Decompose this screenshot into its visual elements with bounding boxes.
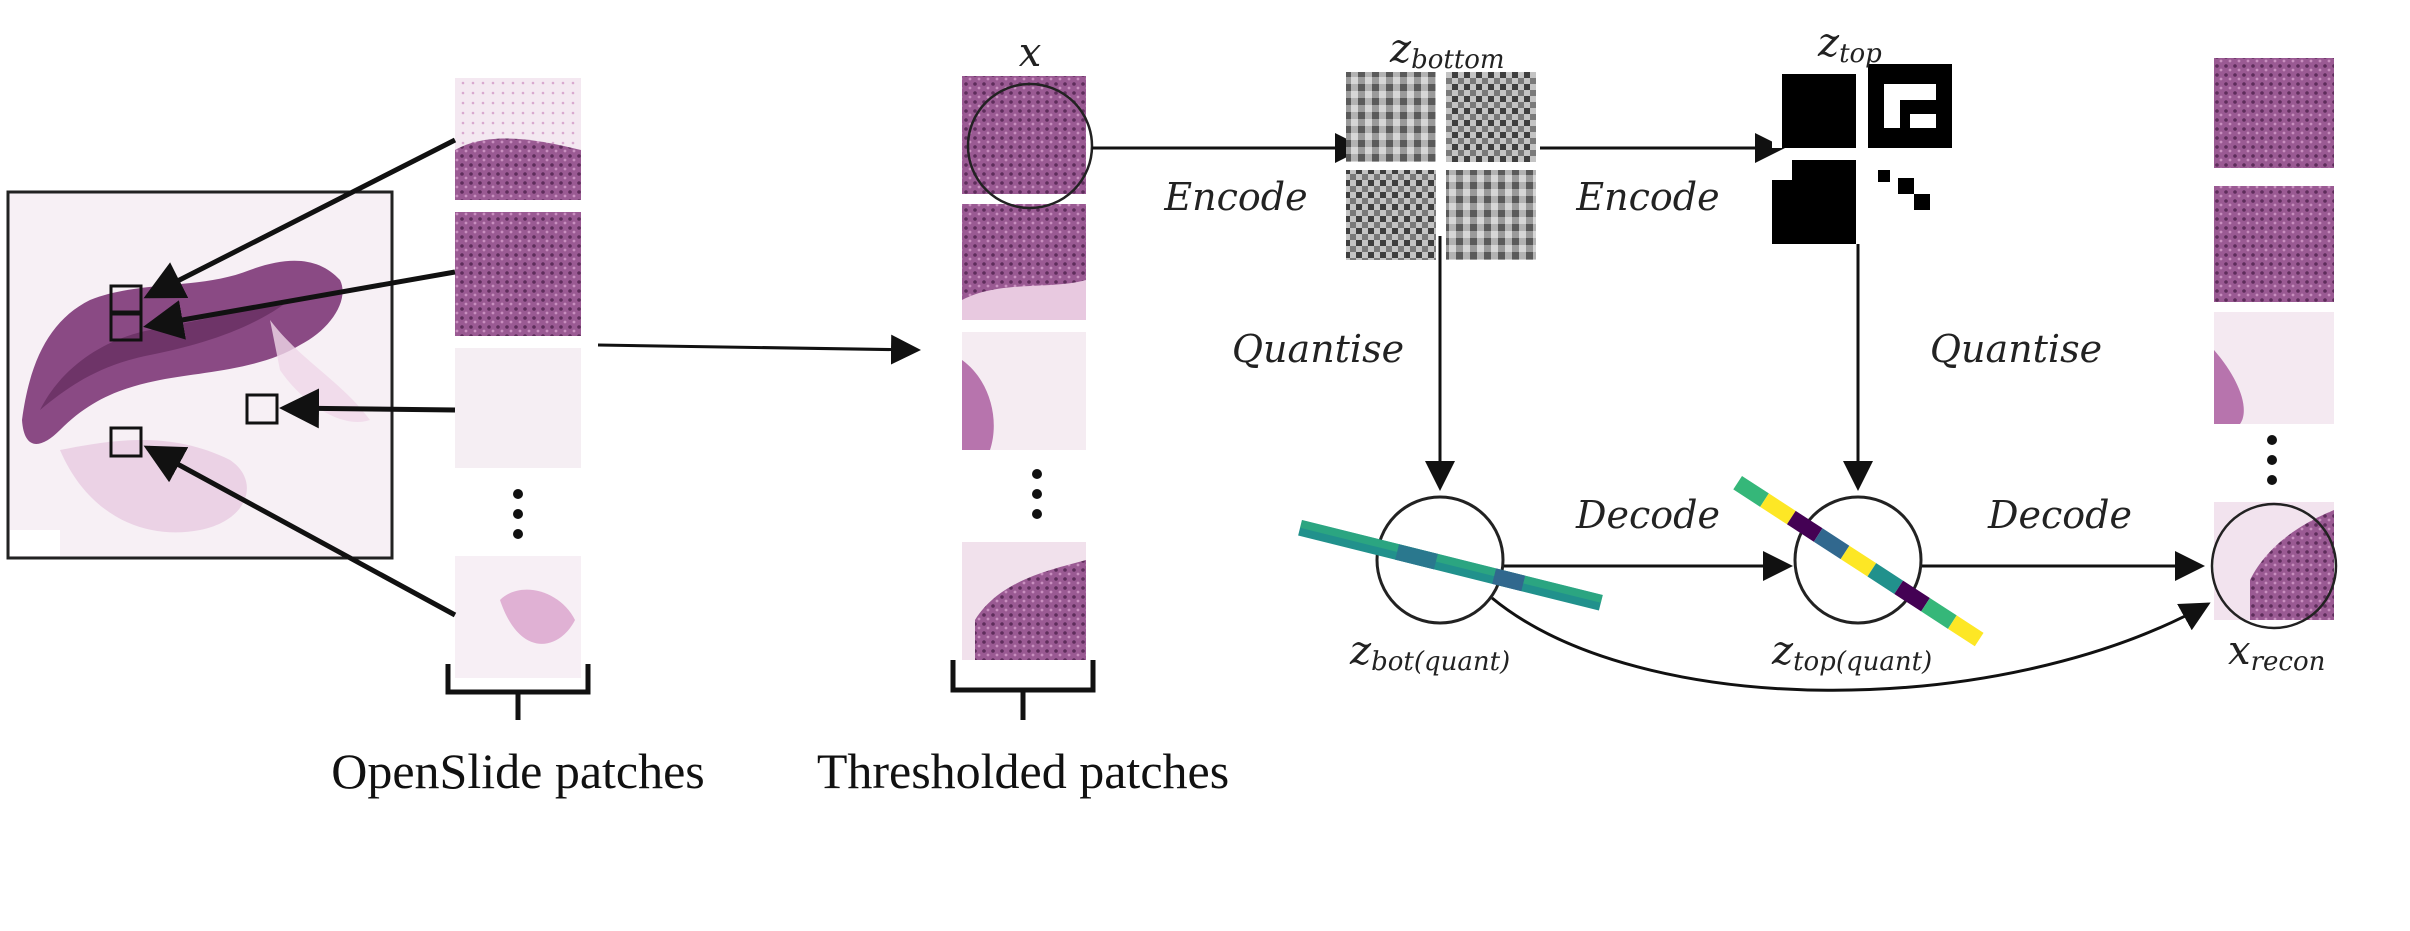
z-top-label: ztop (1817, 20, 1882, 69)
quantise-label-1: Quantise (1232, 327, 1404, 371)
skip-connection-arrow (1491, 596, 2211, 692)
openslide-brace (445, 664, 591, 720)
thresholded-patches (962, 76, 1094, 660)
thresholded-brace (950, 660, 1096, 720)
z-bot-quant-codebook-strip (1298, 520, 1603, 611)
z-top-quant-label: ztop(quant) (1771, 628, 1932, 677)
thresholded-patch-2 (962, 204, 1086, 320)
recon-ellipsis (2267, 435, 2277, 485)
patch-marker-1 (109, 284, 143, 314)
recon-patch-2 (2214, 186, 2334, 302)
patch-marker-2 (109, 312, 143, 342)
openslide-patches (455, 78, 581, 678)
thresholded-caption: Thresholded patches (817, 743, 1229, 799)
whole-slide-image (6, 190, 394, 560)
z-bot-quant-circle (1375, 495, 1505, 625)
patch-arrows (143, 137, 457, 618)
decode-label-1: Decode (1575, 493, 1720, 537)
encode-label-1: Encode (1163, 175, 1307, 219)
threshold-arrow (597, 334, 921, 365)
quantise-label-2: Quantise (1930, 327, 2102, 371)
x-label: x (1019, 30, 1042, 76)
x-recon-label: xrecon (2228, 628, 2325, 677)
recon-patch-3 (2214, 312, 2334, 424)
patch-marker-3 (245, 393, 279, 425)
z-top-quant-codebook-strip (1733, 476, 1984, 647)
openslide-ellipsis (513, 489, 523, 539)
patch-marker-4 (109, 426, 143, 458)
z-bot-quant-label: zbot(quant) (1349, 628, 1510, 677)
z-bottom-feature-maps (1346, 72, 1536, 260)
openslide-patch-3 (455, 348, 581, 468)
input-circle (966, 82, 1094, 210)
encode-label-2: Encode (1575, 175, 1719, 219)
recon-circle (2210, 502, 2338, 630)
openslide-patch-4 (455, 556, 581, 678)
reconstructed-patches (2210, 58, 2338, 630)
openslide-patch-2 (455, 212, 581, 336)
thresholded-patch-4 (962, 542, 1086, 660)
openslide-caption: OpenSlide patches (331, 743, 705, 799)
z-top-feature-maps (1772, 64, 1952, 244)
thresholded-patch-1 (962, 76, 1086, 194)
recon-patch-1 (2214, 58, 2334, 168)
thresholded-ellipsis (1032, 469, 1042, 519)
recon-patch-4 (2214, 502, 2334, 620)
z-bottom-label: zbottom (1389, 26, 1505, 75)
decode-label-2: Decode (1987, 493, 2132, 537)
z-top-quant-circle (1793, 495, 1923, 625)
openslide-patch-1 (455, 78, 581, 200)
thresholded-patch-3 (962, 332, 1086, 450)
